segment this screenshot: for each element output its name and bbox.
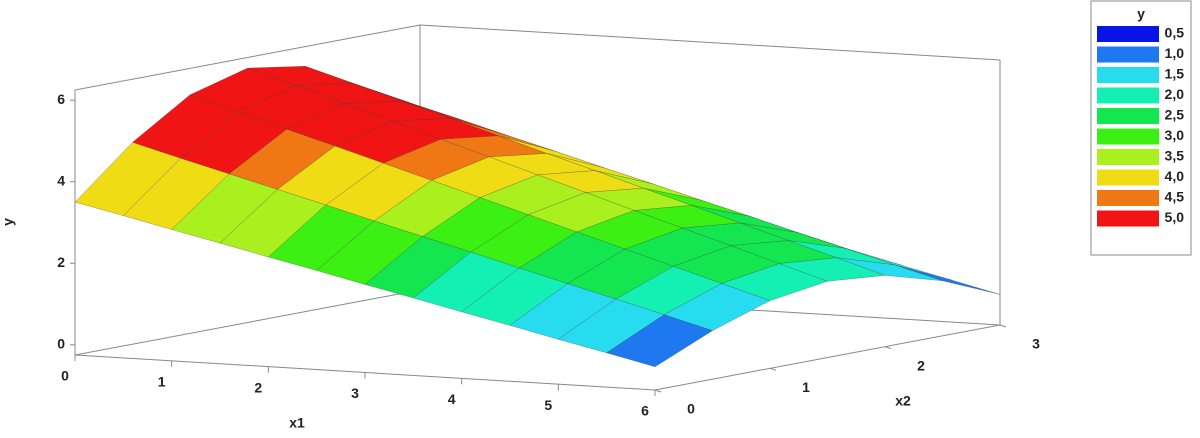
x2-tick-label: 0 <box>687 401 695 417</box>
box-edge <box>419 24 1001 61</box>
x2-tick <box>654 389 662 393</box>
legend-label: 4,5 <box>1165 189 1185 205</box>
y-tick-label: 0 <box>57 336 65 352</box>
legend-swatch <box>1097 108 1159 124</box>
legend-label: 2,0 <box>1165 86 1185 102</box>
y-tick-label: 2 <box>57 254 65 270</box>
legend-label: 4,0 <box>1165 168 1185 184</box>
y-tick-label: 6 <box>57 91 65 107</box>
box-edge <box>74 289 421 356</box>
legend-label: 3,5 <box>1165 148 1185 164</box>
legend-label: 2,5 <box>1165 107 1185 123</box>
y-tick-label: 4 <box>57 172 65 188</box>
legend-swatch <box>1097 169 1159 186</box>
y-axis-label: y <box>0 218 16 226</box>
legend-label: 5,0 <box>1165 209 1185 225</box>
legend-swatch <box>1097 210 1159 227</box>
legend-swatch <box>1097 26 1159 42</box>
legend-label: 1,0 <box>1165 45 1185 61</box>
x1-tick-label: 1 <box>158 374 166 390</box>
x1-tick-label: 5 <box>544 397 552 413</box>
legend-label: 0,5 <box>1165 25 1185 41</box>
x2-tick-label: 3 <box>1032 336 1040 352</box>
x1-tick-label: 4 <box>448 391 456 407</box>
box-edge <box>74 24 421 91</box>
x1-axis-label: x1 <box>289 415 305 431</box>
x2-tick-label: 2 <box>917 357 925 373</box>
legend-swatch <box>1097 87 1159 104</box>
legend-title: y <box>1137 6 1145 22</box>
legend-swatch <box>1097 67 1159 83</box>
legend-label: 1,5 <box>1165 66 1185 82</box>
box-edge <box>654 324 1001 391</box>
x1-tick-label: 2 <box>254 379 262 395</box>
x2-tick <box>884 346 892 350</box>
legend-swatch <box>1097 46 1159 63</box>
surface-patch <box>894 264 1001 295</box>
legend-label: 3,0 <box>1165 127 1185 143</box>
x2-tick <box>999 324 1007 328</box>
x2-tick-label: 1 <box>802 379 810 395</box>
x1-tick-label: 0 <box>61 368 69 384</box>
legend-swatch <box>1097 190 1159 206</box>
x2-tick <box>769 367 777 371</box>
legend-swatch <box>1097 128 1159 145</box>
x1-tick-label: 3 <box>351 385 359 401</box>
legend-swatch <box>1097 149 1159 165</box>
surface-patch <box>606 314 713 367</box>
x2-axis-label: x2 <box>895 393 911 409</box>
x1-tick-label: 6 <box>641 403 649 419</box>
